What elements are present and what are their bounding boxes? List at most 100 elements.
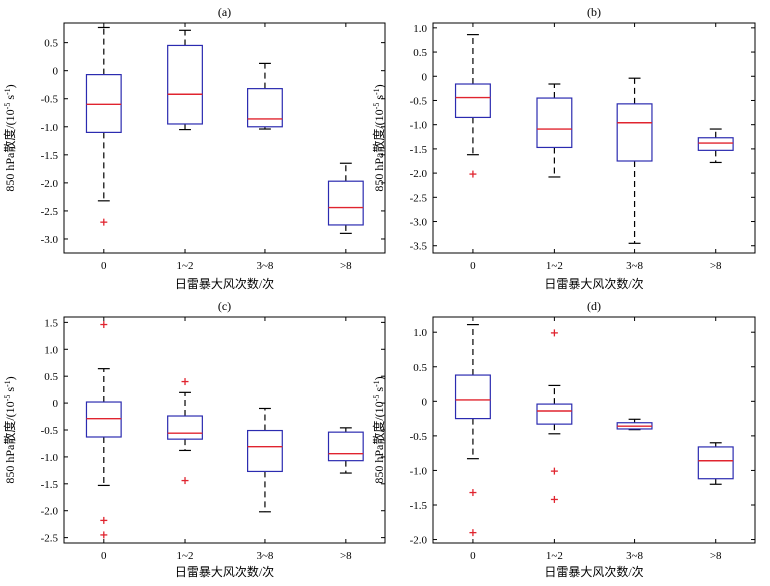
chart-3-box-0 (454, 324, 491, 537)
chart-2-ylabel-part: 850 hPa散度/(10 (2, 401, 17, 483)
chart-1-ylabel-part: 850 hPa散度/(10 (371, 109, 386, 191)
chart-2-ylabel-part: ) (3, 376, 17, 380)
chart-2-box-2 (247, 407, 283, 513)
chart-0-ytick-label: -0.5 (41, 94, 59, 106)
chart-2-ytick-label: -0.5 (41, 425, 59, 437)
chart-3-box-1 (536, 329, 573, 503)
chart-3-xtick-label: >8 (710, 550, 722, 562)
chart-3-iqr-box (454, 374, 491, 420)
chart-2-outlier (181, 378, 189, 386)
chart-0-ylabel-part: -1 (3, 88, 12, 95)
chart-0-xtick-label: 1~2 (177, 260, 194, 272)
chart-3-ytick-label: -1.0 (410, 465, 428, 477)
chart-2-iqr-box (85, 401, 122, 438)
chart-2-ytick-label: -2.5 (41, 533, 59, 545)
chart-0-box-1 (167, 29, 203, 131)
chart-0-iqr-box (167, 44, 203, 125)
chart-1-box-3 (697, 128, 734, 164)
chart-0-ytick-label: -1.0 (41, 122, 59, 134)
chart-3-xtick-label: 1~2 (546, 550, 563, 562)
chart-0-box-3 (327, 162, 364, 234)
chart-1-xtick-label: >8 (710, 260, 722, 272)
chart-2-iqr-box (247, 429, 283, 473)
chart-1-xlabel: 日雷暴大风次数/次 (544, 276, 643, 291)
chart-0-plot-frame (63, 22, 386, 254)
chart-0-ytick-label: -2.5 (41, 206, 59, 218)
chart-2-outlier (181, 477, 189, 485)
chart-0-ytick-label: -1.5 (41, 150, 59, 162)
chart-3-ylabel-part: ) (372, 376, 386, 380)
chart-0-iqr-box (327, 180, 364, 226)
chart-1-ytick-label: -1.0 (410, 120, 428, 132)
chart-1-ytick-label: 0.5 (413, 47, 427, 59)
chart-3-xlabel: 日雷暴大风次数/次 (544, 564, 643, 579)
chart-2-box-0 (85, 321, 122, 539)
chart-2-xlabel: 日雷暴大风次数/次 (175, 564, 274, 579)
chart-0-ytick-label: 0.5 (44, 38, 58, 50)
chart-0-ylabel-part: -5 (3, 103, 12, 110)
chart-1-ytick-label: -3.5 (410, 241, 428, 253)
chart-3-outlier (550, 329, 558, 337)
chart-0-ytick-label: -2.0 (41, 178, 59, 190)
chart-2-xtick-label: 1~2 (177, 550, 194, 562)
chart-1-plot-frame (432, 22, 756, 254)
chart-1-outlier (469, 170, 477, 178)
chart-3-ylabel-part: -1 (372, 380, 381, 387)
chart-2-ytick-label: 1.5 (44, 317, 58, 329)
chart-1-ytick-label: -2.5 (410, 192, 428, 204)
chart-1-ytick-label: -2.0 (410, 168, 428, 180)
chart-1-iqr-box (536, 97, 573, 149)
chart-1-iqr-box (697, 137, 734, 151)
chart-3-ytick-label: 0 (422, 396, 428, 408)
chart-3-iqr-box (536, 403, 573, 425)
chart-0-ytick-label: -3.0 (41, 234, 59, 246)
chart-0-iqr-box (85, 74, 122, 133)
chart-3-title: (d) (587, 299, 601, 313)
chart-2-panel: (c) 1.5 1.0 0.5 0 -0.5 -1.0 -1.5 -2.0 -2.5 0 1~2 3~8… (2, 299, 386, 579)
chart-0-ytick-label: 0 (53, 66, 59, 78)
chart-0-ylabel-part: s (3, 95, 17, 103)
chart-0-xlabel: 日雷暴大风次数/次 (175, 276, 274, 291)
chart-3-panel: (d) 1.0 0.5 0 -0.5 -1.0 -1.5 -2.0 0 1~2 3~8 >8 日雷暴大风… (371, 299, 756, 579)
chart-3-outlier (550, 495, 558, 503)
chart-3-ytick-label: -0.5 (410, 431, 428, 443)
chart-1-box-2 (616, 77, 653, 244)
chart-2-xtick-label: 3~8 (256, 550, 273, 562)
chart-0-box-2 (247, 62, 283, 130)
chart-2-outlier (100, 531, 108, 539)
chart-2-ytick-label: 1.0 (44, 344, 58, 356)
chart-3-ytick-label: 0.5 (413, 362, 427, 374)
chart-3-ylabel: 850 hPa散度/(10-5 s-1) (371, 376, 386, 483)
chart-1-ylabel-part: ) (372, 84, 386, 88)
chart-3-ytick-label: -2.0 (410, 535, 428, 547)
chart-1-xtick-label: 0 (470, 260, 476, 272)
chart-2-title: (c) (218, 299, 231, 313)
chart-1-ytick-label: 0 (422, 71, 428, 83)
chart-1-ylabel-part: s (372, 95, 386, 103)
chart-3-ytick-label: -1.5 (410, 500, 428, 512)
chart-2-xtick-label: 0 (101, 550, 107, 562)
chart-3-outlier (550, 467, 558, 475)
chart-0-panel: (a) 0.5 0 -0.5 -1.0 -1.5 -2.0 -2.5 -3.0 0 1~2 3~8 >8… (2, 5, 386, 291)
chart-1-ytick-label: -3.0 (410, 217, 428, 229)
chart-0-outlier (100, 218, 108, 226)
chart-1-ytick-label: -0.5 (410, 95, 428, 107)
chart-2-ytick-label: 0 (53, 398, 59, 410)
chart-3-ytick-label: 1.0 (413, 327, 427, 339)
chart-3-iqr-box (697, 446, 734, 480)
chart-0-ylabel-part: 850 hPa散度/(10 (2, 109, 17, 191)
chart-2-ytick-label: -2.0 (41, 506, 59, 518)
chart-2-outlier (100, 516, 108, 524)
chart-1-box-1 (536, 83, 573, 178)
chart-2-ylabel-part: s (3, 387, 17, 395)
chart-0-xtick-label: 0 (101, 260, 107, 272)
chart-0-box-0 (85, 26, 122, 226)
chart-1-iqr-box (454, 83, 491, 119)
chart-3-ylabel-part: -5 (372, 395, 381, 402)
chart-2-iqr-box (327, 431, 364, 462)
chart-1-xtick-label: 3~8 (626, 260, 643, 272)
chart-0-ylabel-part: ) (3, 84, 17, 88)
chart-1-ytick-label: -1.5 (410, 144, 428, 156)
chart-3-xtick-label: 3~8 (626, 550, 643, 562)
